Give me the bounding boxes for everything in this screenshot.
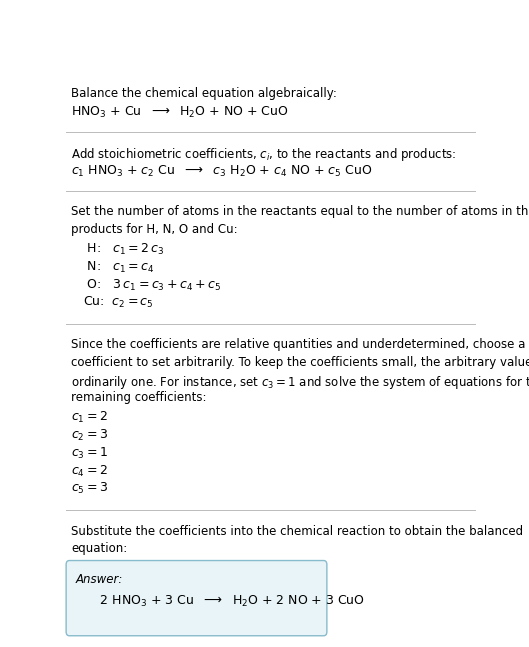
Text: Balance the chemical equation algebraically:: Balance the chemical equation algebraica… <box>71 87 337 100</box>
Text: Cu:  $c_2 = c_5$: Cu: $c_2 = c_5$ <box>83 295 153 311</box>
Text: Set the number of atoms in the reactants equal to the number of atoms in the: Set the number of atoms in the reactants… <box>71 205 529 218</box>
Text: H:   $c_1 = 2\,c_3$: H: $c_1 = 2\,c_3$ <box>83 242 164 257</box>
Text: $c_1$ HNO$_3$ + $c_2$ Cu  $\longrightarrow$  $c_3$ H$_2$O + $c_4$ NO + $c_5$ CuO: $c_1$ HNO$_3$ + $c_2$ Cu $\longrightarro… <box>71 164 372 179</box>
Text: ordinarily one. For instance, set $c_3 = 1$ and solve the system of equations fo: ordinarily one. For instance, set $c_3 =… <box>71 373 529 391</box>
Text: products for H, N, O and Cu:: products for H, N, O and Cu: <box>71 223 238 236</box>
Text: Add stoichiometric coefficients, $c_i$, to the reactants and products:: Add stoichiometric coefficients, $c_i$, … <box>71 146 457 163</box>
Text: Since the coefficients are relative quantities and underdetermined, choose a: Since the coefficients are relative quan… <box>71 338 525 351</box>
Text: HNO$_3$ + Cu  $\longrightarrow$  H$_2$O + NO + CuO: HNO$_3$ + Cu $\longrightarrow$ H$_2$O + … <box>71 105 288 120</box>
Text: Substitute the coefficients into the chemical reaction to obtain the balanced: Substitute the coefficients into the che… <box>71 525 523 538</box>
Text: $c_4 = 2$: $c_4 = 2$ <box>71 464 108 479</box>
Text: $c_5 = 3$: $c_5 = 3$ <box>71 481 108 496</box>
Text: 2 HNO$_3$ + 3 Cu  $\longrightarrow$  H$_2$O + 2 NO + 3 CuO: 2 HNO$_3$ + 3 Cu $\longrightarrow$ H$_2$… <box>76 594 365 609</box>
Text: Answer:: Answer: <box>76 573 123 586</box>
Text: coefficient to set arbitrarily. To keep the coefficients small, the arbitrary va: coefficient to set arbitrarily. To keep … <box>71 356 529 369</box>
Text: $c_3 = 1$: $c_3 = 1$ <box>71 446 108 461</box>
Text: $c_1 = 2$: $c_1 = 2$ <box>71 410 108 425</box>
Text: N:   $c_1 = c_4$: N: $c_1 = c_4$ <box>83 259 154 275</box>
FancyBboxPatch shape <box>66 560 327 636</box>
Text: $c_2 = 3$: $c_2 = 3$ <box>71 428 108 443</box>
Text: equation:: equation: <box>71 542 127 555</box>
Text: remaining coefficients:: remaining coefficients: <box>71 391 206 404</box>
Text: O:   $3\,c_1 = c_3 + c_4 + c_5$: O: $3\,c_1 = c_3 + c_4 + c_5$ <box>83 278 221 292</box>
